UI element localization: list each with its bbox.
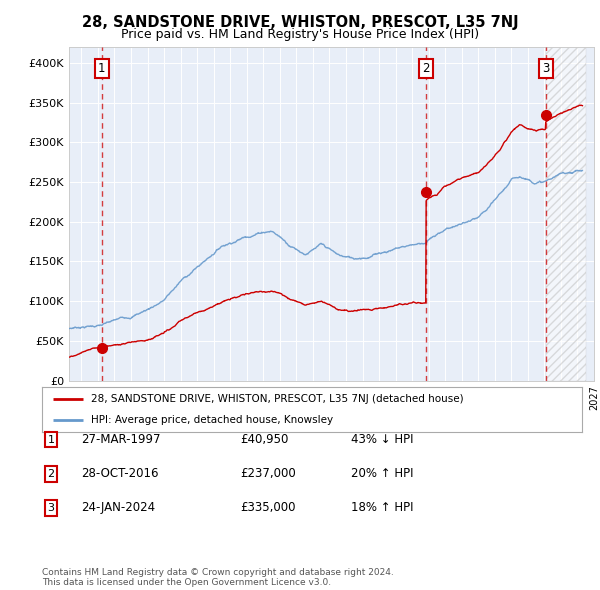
Text: 28-OCT-2016: 28-OCT-2016 [81, 467, 158, 480]
Text: 1: 1 [98, 62, 106, 75]
Text: 1: 1 [47, 435, 55, 444]
Text: £335,000: £335,000 [240, 502, 296, 514]
Text: 3: 3 [542, 62, 549, 75]
Text: HPI: Average price, detached house, Knowsley: HPI: Average price, detached house, Know… [91, 415, 333, 425]
Text: 2: 2 [47, 469, 55, 478]
Text: 2: 2 [422, 62, 430, 75]
Text: 24-JAN-2024: 24-JAN-2024 [81, 502, 155, 514]
Text: 18% ↑ HPI: 18% ↑ HPI [351, 502, 413, 514]
Text: £237,000: £237,000 [240, 467, 296, 480]
Text: 28, SANDSTONE DRIVE, WHISTON, PRESCOT, L35 7NJ: 28, SANDSTONE DRIVE, WHISTON, PRESCOT, L… [82, 15, 518, 30]
Text: 43% ↓ HPI: 43% ↓ HPI [351, 433, 413, 446]
Text: 20% ↑ HPI: 20% ↑ HPI [351, 467, 413, 480]
Text: £40,950: £40,950 [240, 433, 289, 446]
Text: 3: 3 [47, 503, 55, 513]
Text: Price paid vs. HM Land Registry's House Price Index (HPI): Price paid vs. HM Land Registry's House … [121, 28, 479, 41]
Text: Contains HM Land Registry data © Crown copyright and database right 2024.
This d: Contains HM Land Registry data © Crown c… [42, 568, 394, 587]
Text: 27-MAR-1997: 27-MAR-1997 [81, 433, 161, 446]
Text: 28, SANDSTONE DRIVE, WHISTON, PRESCOT, L35 7NJ (detached house): 28, SANDSTONE DRIVE, WHISTON, PRESCOT, L… [91, 394, 463, 404]
Bar [545, 47, 586, 381]
